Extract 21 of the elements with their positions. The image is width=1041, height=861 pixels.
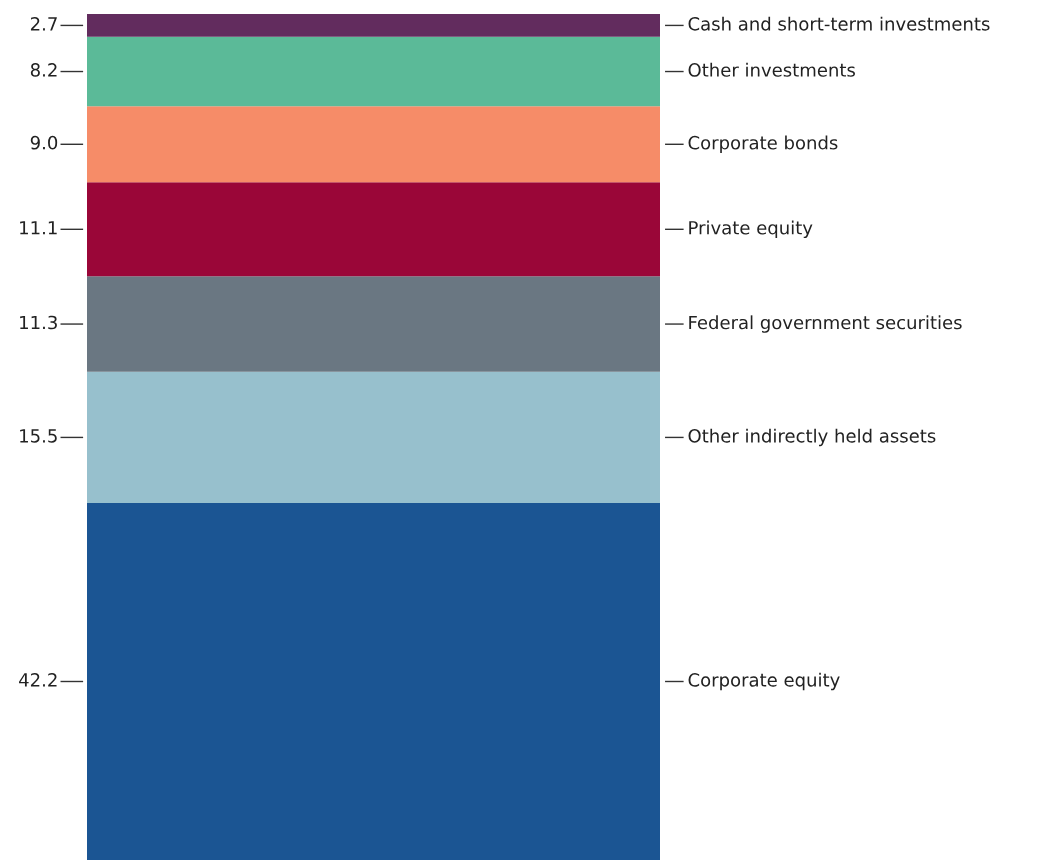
data-label: 2.7 (30, 17, 57, 31)
data-label: 11.3 (20, 315, 57, 330)
bar (87, 14, 660, 37)
series-label: Other indirectly held assets (688, 428, 936, 447)
bar (87, 36, 660, 107)
series-label: Corporate bonds (688, 135, 838, 154)
series-label: Corporate equity (688, 672, 840, 691)
bar (87, 502, 660, 860)
series-label: Other investments (688, 62, 855, 77)
series-label: Federal government securities (689, 315, 962, 333)
bar (87, 106, 660, 183)
bar (87, 182, 660, 277)
data-label: 9.0 (30, 135, 58, 150)
data-label: 42.2 (19, 673, 57, 687)
series-label: Private equity (689, 220, 813, 239)
bar (87, 276, 660, 372)
bar (87, 371, 660, 503)
data-label: 15.5 (20, 429, 57, 443)
data-label: 11.1 (20, 221, 57, 235)
series-label: Cash and short-term investments (688, 16, 990, 31)
data-label: 8.2 (30, 63, 57, 77)
